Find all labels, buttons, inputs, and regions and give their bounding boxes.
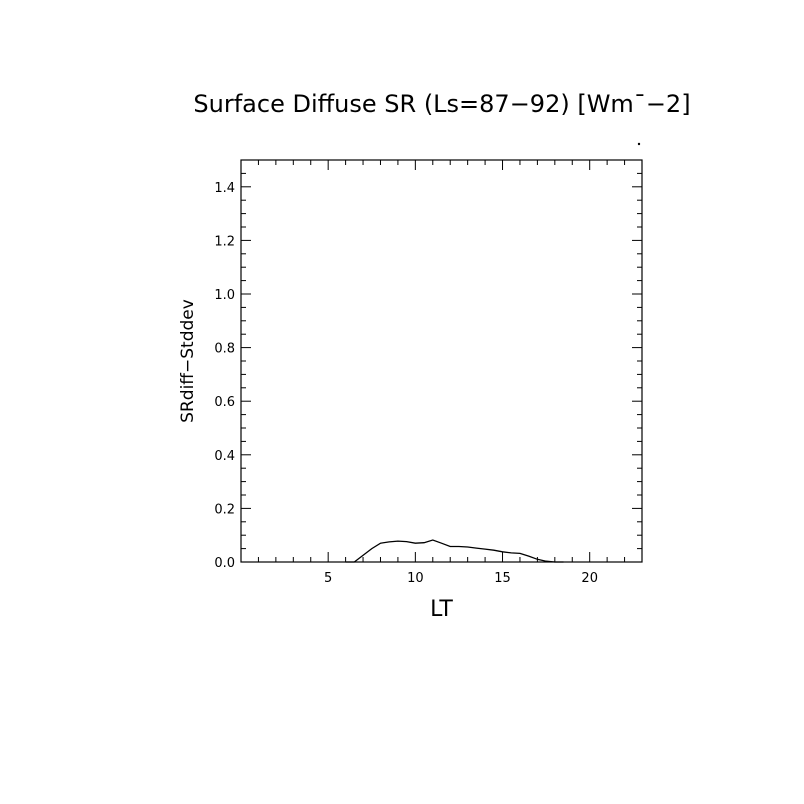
y-tick-label: 1.4 [214,181,235,196]
tick-labels: 5 10 15 20 0.0 0.2 0.4 0.6 0.8 1.0 1.2 1.4 [214,181,598,586]
x-axis-title: LT [430,597,453,622]
y-tick-label: 1.0 [214,288,235,303]
x-tick-label: 20 [581,571,598,586]
y-tick-label: 1.2 [214,234,235,249]
x-tick-label: 15 [494,571,511,586]
y-tick-label: 0.8 [214,342,235,357]
axis-ticks [241,159,642,563]
chart-title: Surface Diffuse SR (Ls=87−92) [Wm¯−2] [193,90,690,118]
corner-dot [637,142,641,146]
y-tick-label: 0.0 [214,556,235,571]
y-tick-label: 0.2 [214,502,235,517]
x-tick-label: 5 [324,571,332,586]
x-tick-label: 10 [407,571,424,586]
y-tick-label: 0.4 [214,449,235,464]
y-axis-title: SRdiff−Stddev [178,299,198,423]
series-line [345,539,564,563]
y-tick-label: 0.6 [214,395,235,410]
plot-frame [240,159,643,563]
